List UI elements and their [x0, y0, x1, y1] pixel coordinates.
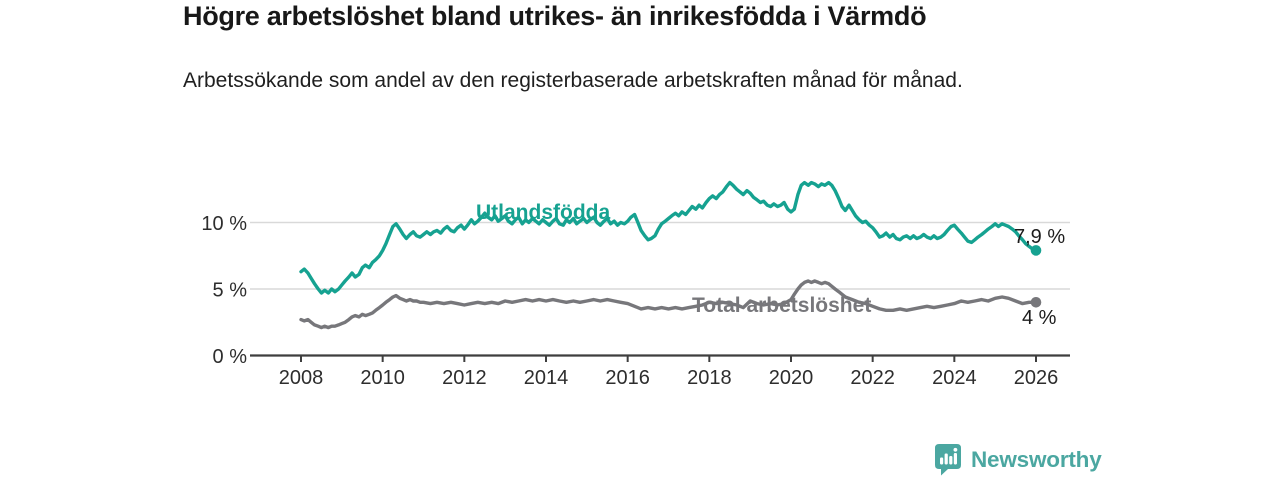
x-tick-label-2008: 2008 — [279, 367, 324, 389]
newsworthy-brand-name: Newsworthy — [971, 446, 1102, 472]
newsworthy-logo-icon — [935, 444, 961, 476]
series-end-dot-total-arbetsloshet — [1030, 297, 1042, 308]
logo-exclamation-stem — [953, 453, 957, 465]
x-tick-label-2010: 2010 — [360, 367, 405, 389]
series-label-utlandsfodda: Utlandsfödda — [476, 201, 610, 224]
x-tick-label-2022: 2022 — [850, 367, 895, 389]
y-tick-label-10: 10 % — [201, 213, 247, 235]
series-end-value-total-arbetsloshet: 4 % — [1022, 307, 1057, 329]
x-tick-label-2014: 2014 — [524, 367, 569, 389]
x-tick-label-2026: 2026 — [1014, 367, 1059, 389]
series-line-utlandsfodda — [299, 180, 1038, 295]
logo-bar-short — [940, 457, 944, 465]
series-line-total-arbetsloshet — [299, 279, 1038, 330]
x-tick-label-2012: 2012 — [442, 367, 487, 389]
series-label-total-arbetsloshet: Total arbetslöshet — [692, 294, 871, 317]
series-end-value-utlandsfodda: 7,9 % — [1014, 226, 1065, 248]
logo-bar-mid — [949, 456, 953, 465]
series-end-dot-utlandsfodda — [1030, 245, 1042, 256]
logo-exclamation-dot — [953, 447, 958, 452]
x-tick-label-2024: 2024 — [932, 367, 977, 389]
x-tick-label-2020: 2020 — [769, 367, 814, 389]
logo-bar-tall — [944, 453, 948, 465]
page-title: Högre arbetslöshet bland utrikes- än inr… — [183, 1, 927, 31]
chart-subtitle: Arbetssökande som andel av den registerb… — [183, 69, 963, 92]
x-tick-label-2018: 2018 — [687, 367, 732, 389]
y-tick-label-0: 0 % — [213, 346, 248, 368]
x-tick-label-2016: 2016 — [605, 367, 650, 389]
y-tick-label-5: 5 % — [213, 280, 248, 302]
newsworthy-brand[interactable]: Newsworthy — [934, 443, 1102, 476]
